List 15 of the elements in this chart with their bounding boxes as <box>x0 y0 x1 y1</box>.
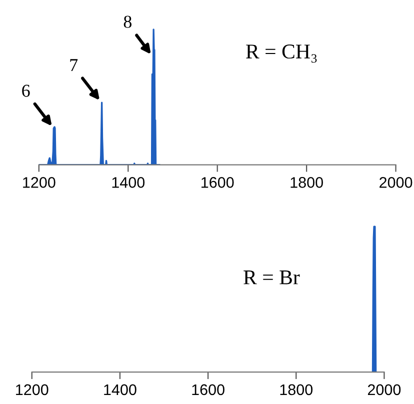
x-tick-label: 1600 <box>192 384 224 396</box>
x-tick-label: 1200 <box>23 177 56 188</box>
x-tick-label: 1400 <box>112 177 145 188</box>
annotation: R = CH₃ <box>246 44 317 63</box>
x-tick-label: 1800 <box>280 384 313 396</box>
annotation: 6 <box>22 84 30 97</box>
x-tick-label: 2000 <box>380 177 412 188</box>
x-tick-label: 1800 <box>290 177 323 188</box>
x-tick-label: 1400 <box>104 384 136 396</box>
annotation: 8 <box>124 16 132 28</box>
annotation: R = Br <box>244 270 300 284</box>
x-tick-label: 1200 <box>16 384 48 396</box>
x-tick-label: 2000 <box>368 384 401 396</box>
x-tick-label: 1600 <box>202 177 234 188</box>
annotation: 7 <box>70 59 78 71</box>
